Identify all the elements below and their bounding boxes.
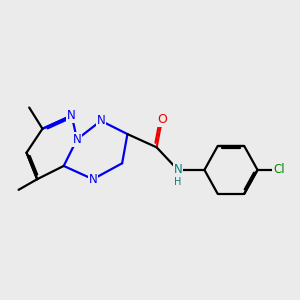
Text: N: N bbox=[88, 173, 97, 186]
Text: Cl: Cl bbox=[273, 164, 285, 176]
Text: N: N bbox=[67, 109, 76, 122]
Text: O: O bbox=[157, 113, 167, 126]
Text: H: H bbox=[174, 177, 182, 187]
Text: N: N bbox=[173, 164, 182, 176]
Text: N: N bbox=[73, 133, 81, 146]
Text: N: N bbox=[97, 114, 105, 127]
